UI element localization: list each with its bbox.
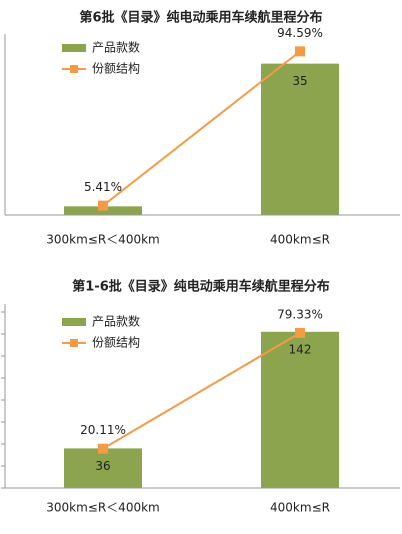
share-label: 5.41% bbox=[84, 180, 122, 194]
legend-label: 产品款数 bbox=[92, 314, 140, 329]
bar-label: 35 bbox=[292, 74, 307, 88]
chart-title: 第6批《目录》纯电动乘用车续航里程分布 bbox=[79, 10, 322, 26]
bar-label: 142 bbox=[289, 342, 312, 356]
share-point bbox=[295, 327, 305, 338]
bar-label: 36 bbox=[95, 459, 110, 473]
bar bbox=[261, 331, 339, 488]
bar bbox=[64, 206, 142, 215]
legend-label: 产品款数 bbox=[92, 40, 140, 55]
share-point bbox=[295, 46, 305, 57]
legend-label: 份额结构 bbox=[92, 61, 140, 76]
legend-label: 份额结构 bbox=[92, 335, 140, 350]
share-line bbox=[102, 50, 301, 207]
share-line bbox=[102, 332, 301, 450]
share-point bbox=[98, 200, 108, 211]
x-tick-label: 400km≤R bbox=[270, 233, 330, 247]
share-label: 79.33% bbox=[277, 307, 323, 321]
legend-swatch bbox=[62, 318, 86, 326]
legend-swatch bbox=[62, 44, 86, 52]
bar bbox=[261, 63, 339, 215]
bar bbox=[64, 448, 142, 488]
share-point bbox=[98, 443, 108, 454]
x-tick-label: 300km≤R＜400km bbox=[46, 233, 159, 247]
share-label: 20.11% bbox=[80, 423, 126, 437]
legend-marker bbox=[70, 339, 78, 347]
x-tick-label: 400km≤R bbox=[270, 501, 330, 515]
share-label: 94.59% bbox=[277, 26, 323, 40]
chart-title: 第1-6批《目录》纯电动乘用车续航里程分布 bbox=[72, 279, 330, 295]
legend-marker bbox=[70, 65, 78, 73]
x-tick-label: 300km≤R＜400km bbox=[46, 501, 159, 515]
